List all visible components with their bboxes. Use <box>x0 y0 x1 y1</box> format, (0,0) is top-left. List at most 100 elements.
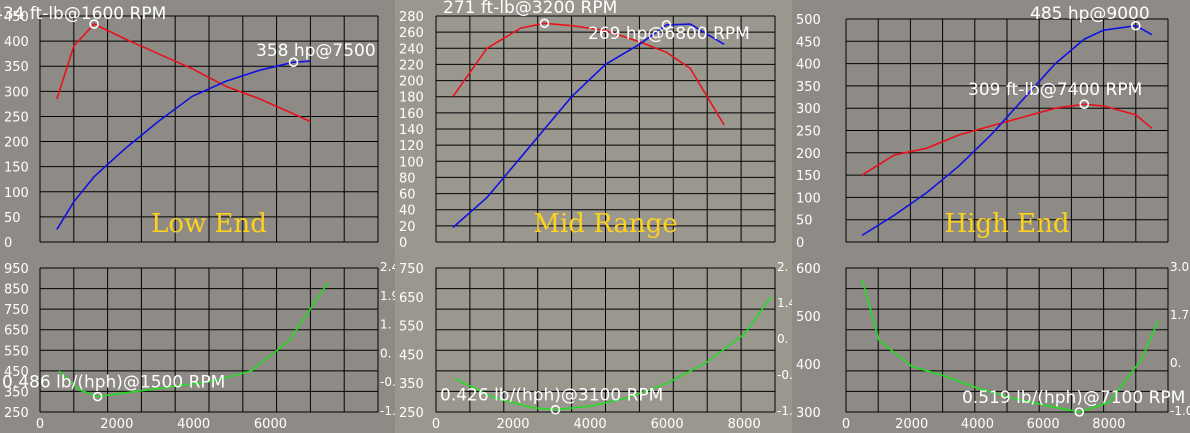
left-tick-label: 300 <box>796 406 821 421</box>
right-tick-label: 1.7 <box>1170 308 1189 322</box>
power-curve <box>452 23 725 229</box>
power-curve <box>56 60 311 230</box>
y-tick-label: 50 <box>4 211 21 226</box>
y-tick-label: 0 <box>4 236 12 251</box>
peak-label: 434 ft-lb@1600 RPM <box>0 4 166 24</box>
left-tick-label: 550 <box>399 320 424 335</box>
right-tick-label: 1.9 <box>380 289 399 303</box>
bsfc-min-label: 0.426 lb/(hph)@3100 RPM <box>440 386 663 406</box>
left-tick-label: 550 <box>4 344 29 359</box>
right-tick-label: 0. <box>1170 356 1181 370</box>
y-tick-label: 100 <box>399 155 424 170</box>
bsfc-min-marker <box>1074 407 1085 417</box>
left-tick-label: 650 <box>399 291 424 306</box>
left-tick-label: 400 <box>796 358 821 373</box>
y-tick-label: 180 <box>399 91 424 106</box>
y-tick-label: 400 <box>4 35 29 50</box>
right-tick-label: 1.4 <box>777 296 796 310</box>
bsfc-curve <box>454 296 772 411</box>
chart-panel-3: 0 50 100 150 200 250 300 350 400 450 500 485 hp@900… <box>792 0 1190 433</box>
left-tick-label: 600 <box>796 262 821 277</box>
peak-label: 309 ft-lb@7400 RPM <box>968 80 1142 100</box>
x-tick-label: 2000 <box>895 417 928 432</box>
y-tick-label: 350 <box>796 80 821 95</box>
peak-label: 485 hp@9000 <box>1030 4 1150 24</box>
peak-marker <box>1079 99 1090 109</box>
x-tick-label: 4000 <box>177 417 210 432</box>
y-tick-label: 280 <box>399 10 424 25</box>
bsfc-min-marker <box>550 404 561 415</box>
bsfc-grid <box>39 267 379 413</box>
panel-background <box>792 0 1190 433</box>
peak-marker <box>288 57 299 68</box>
peak-marker <box>1131 20 1141 31</box>
y-tick-label: 100 <box>796 191 821 206</box>
y-tick-label: 120 <box>399 139 424 154</box>
peak-label: 358 hp@7500 <box>256 41 376 61</box>
right-tick-label: 0. <box>777 332 788 346</box>
y-tick-label: 200 <box>796 147 821 162</box>
y-tick-label: 40 <box>399 204 416 219</box>
torque-curve <box>861 103 1153 176</box>
y-tick-label: 250 <box>796 125 821 140</box>
y-tick-label: 350 <box>4 60 29 75</box>
x-tick-label: 6000 <box>1027 417 1060 432</box>
x-tick-label: 8000 <box>728 417 761 432</box>
left-tick-label: 450 <box>399 348 424 363</box>
left-tick-label: 750 <box>4 303 29 318</box>
torque-curve <box>56 23 311 123</box>
chart-title: Low End <box>151 209 267 239</box>
chart-title: Mid Range <box>533 209 677 239</box>
left-tick-label: 350 <box>399 377 424 392</box>
torque-power-grid <box>845 18 1169 243</box>
y-tick-label: 150 <box>796 169 821 184</box>
y-tick-label: 450 <box>796 35 821 50</box>
bsfc-curve <box>58 281 329 398</box>
x-tick-label: 0 <box>36 417 44 432</box>
left-tick-label: 850 <box>4 283 29 298</box>
torque-curve <box>452 22 725 126</box>
bsfc-grid <box>435 267 776 413</box>
x-tick-label: 2000 <box>496 417 529 432</box>
left-tick-label: 500 <box>796 310 821 325</box>
x-tick-label: 6000 <box>651 417 684 432</box>
left-tick-label: 750 <box>399 262 424 277</box>
y-tick-label: 400 <box>796 58 821 73</box>
bsfc-curve <box>861 279 1159 413</box>
y-tick-label: 260 <box>399 26 424 41</box>
bsfc-min-marker <box>92 391 103 402</box>
left-tick-label: 250 <box>399 406 424 421</box>
right-tick-label: 3.0 <box>1170 260 1189 274</box>
right-tick-label: 2.4 <box>380 260 399 274</box>
x-tick-label: 4000 <box>961 417 994 432</box>
chart-title: High End <box>944 209 1069 239</box>
left-tick-label: 350 <box>4 385 29 400</box>
peak-marker <box>661 20 672 30</box>
right-tick-label: 0. <box>380 346 391 360</box>
right-tick-label: -1.0 <box>1170 404 1190 418</box>
y-tick-label: 20 <box>399 220 416 235</box>
peak-marker <box>539 18 550 29</box>
y-tick-label: 200 <box>4 136 29 151</box>
x-tick-label: 0 <box>842 417 850 432</box>
y-tick-label: 60 <box>399 188 416 203</box>
y-tick-label: 240 <box>399 42 424 57</box>
x-tick-label: 2000 <box>100 417 133 432</box>
y-tick-label: 140 <box>399 123 424 138</box>
y-tick-label: 450 <box>4 10 29 25</box>
y-tick-label: 500 <box>796 13 821 28</box>
power-curve <box>861 24 1153 236</box>
left-tick-label: 450 <box>4 365 29 380</box>
right-tick-label: -0. <box>777 368 793 382</box>
peak-label: 271 ft-lb@3200 RPM <box>443 0 617 18</box>
right-tick-label: 2. <box>777 260 788 274</box>
y-tick-label: 220 <box>399 58 424 73</box>
bsfc-min-label: 0.519 lb/(hph)@7100 RPM <box>962 388 1185 408</box>
left-tick-label: 650 <box>4 324 29 339</box>
right-tick-label: -0. <box>380 375 396 389</box>
y-tick-label: 0 <box>399 236 407 251</box>
